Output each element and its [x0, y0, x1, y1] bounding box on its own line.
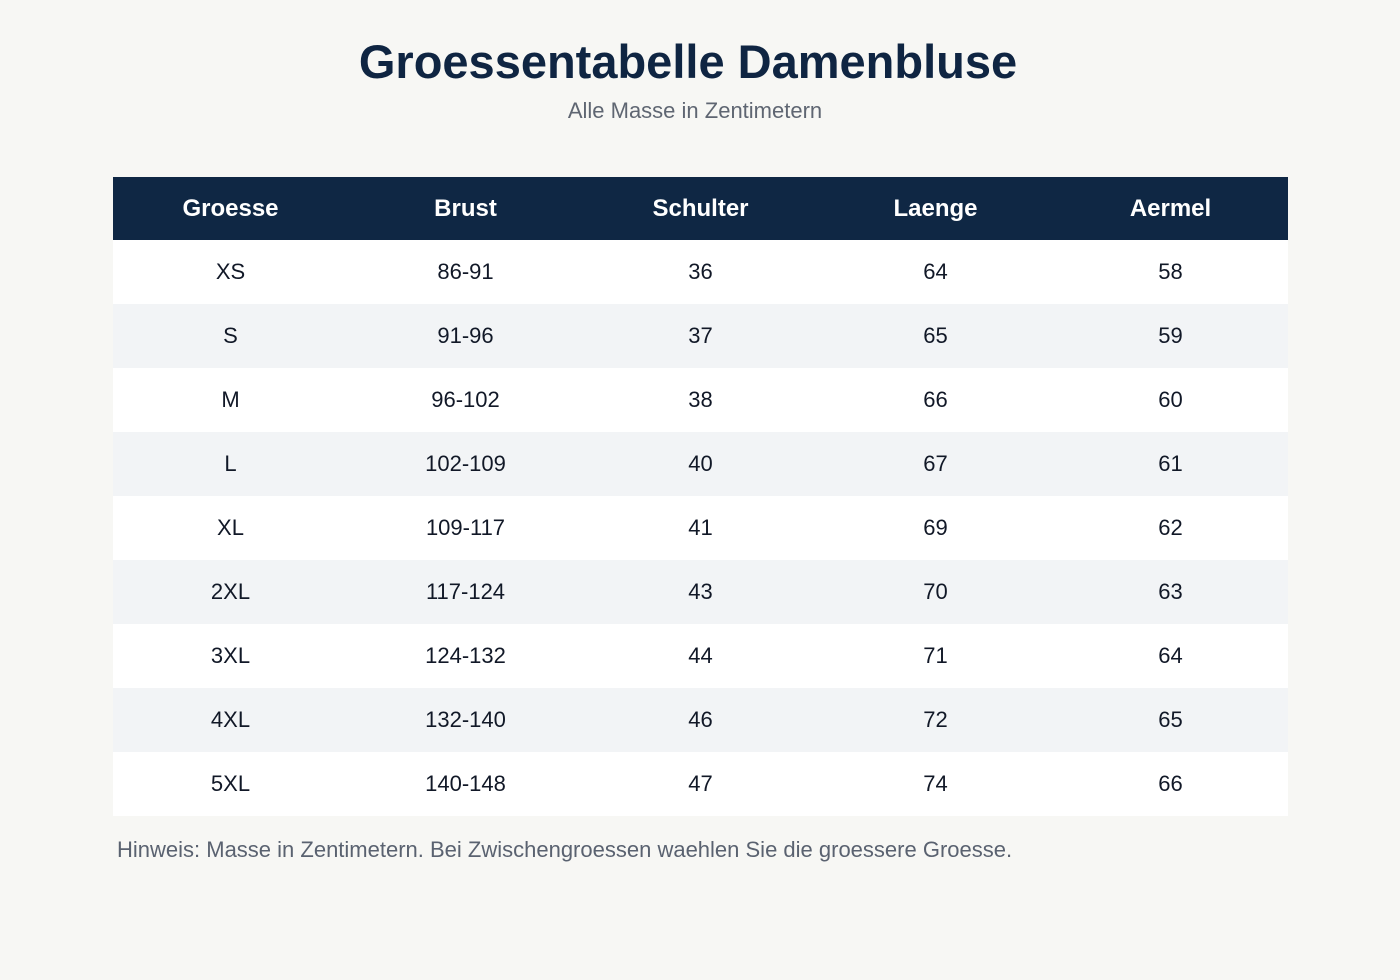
column-header-laenge: Laenge — [818, 177, 1053, 240]
table-cell-schulter: 40 — [583, 432, 818, 496]
table-cell-aermel: 60 — [1053, 368, 1288, 432]
table-cell-brust: 86-91 — [348, 240, 583, 304]
table-cell-schulter: 37 — [583, 304, 818, 368]
table-cell-size: L — [113, 432, 348, 496]
table-header-row: Groesse Brust Schulter Laenge Aermel — [113, 177, 1288, 240]
table-cell-schulter: 47 — [583, 752, 818, 816]
size-table: Groesse Brust Schulter Laenge Aermel XS … — [113, 177, 1288, 816]
table-cell-brust: 132-140 — [348, 688, 583, 752]
table-cell-aermel: 66 — [1053, 752, 1288, 816]
table-row: 4XL 132-140 46 72 65 — [113, 688, 1288, 752]
table-row: S 91-96 37 65 59 — [113, 304, 1288, 368]
table-cell-laenge: 74 — [818, 752, 1053, 816]
table-cell-schulter: 46 — [583, 688, 818, 752]
table-cell-size: M — [113, 368, 348, 432]
table-cell-aermel: 63 — [1053, 560, 1288, 624]
table-cell-size: S — [113, 304, 348, 368]
table-cell-laenge: 66 — [818, 368, 1053, 432]
table-row: 2XL 117-124 43 70 63 — [113, 560, 1288, 624]
table-cell-schulter: 44 — [583, 624, 818, 688]
column-header-groesse: Groesse — [113, 177, 348, 240]
column-header-schulter: Schulter — [583, 177, 818, 240]
table-cell-laenge: 72 — [818, 688, 1053, 752]
table-cell-size: 2XL — [113, 560, 348, 624]
table-row: XL 109-117 41 69 62 — [113, 496, 1288, 560]
table-row: 3XL 124-132 44 71 64 — [113, 624, 1288, 688]
table-cell-size: 3XL — [113, 624, 348, 688]
table-cell-laenge: 69 — [818, 496, 1053, 560]
table-cell-size: 4XL — [113, 688, 348, 752]
column-header-brust: Brust — [348, 177, 583, 240]
table-row: M 96-102 38 66 60 — [113, 368, 1288, 432]
table-cell-aermel: 58 — [1053, 240, 1288, 304]
table-cell-aermel: 59 — [1053, 304, 1288, 368]
table-cell-aermel: 65 — [1053, 688, 1288, 752]
table-cell-brust: 96-102 — [348, 368, 583, 432]
table-cell-brust: 102-109 — [348, 432, 583, 496]
table-cell-aermel: 62 — [1053, 496, 1288, 560]
footnote: Hinweis: Masse in Zentimetern. Bei Zwisc… — [117, 837, 1013, 862]
table-cell-laenge: 67 — [818, 432, 1053, 496]
table-cell-brust: 124-132 — [348, 624, 583, 688]
table-cell-schulter: 36 — [583, 240, 818, 304]
column-header-aermel: Aermel — [1053, 177, 1288, 240]
chart-subtitle: Alle Masse in Zentimetern — [567, 98, 823, 123]
table-cell-schulter: 41 — [583, 496, 818, 560]
table-cell-brust: 117-124 — [348, 560, 583, 624]
table-cell-size: XS — [113, 240, 348, 304]
table-cell-brust: 109-117 — [348, 496, 583, 560]
table-cell-size: 5XL — [113, 752, 348, 816]
table-cell-aermel: 61 — [1053, 432, 1288, 496]
table-row: L 102-109 40 67 61 — [113, 432, 1288, 496]
table-row: XS 86-91 36 64 58 — [113, 240, 1288, 304]
table-cell-laenge: 70 — [818, 560, 1053, 624]
table-row: 5XL 140-148 47 74 66 — [113, 752, 1288, 816]
table-cell-laenge: 64 — [818, 240, 1053, 304]
table-cell-laenge: 71 — [818, 624, 1053, 688]
chart-title: Groessentabelle Damenbluse — [358, 35, 1018, 88]
table-cell-aermel: 64 — [1053, 624, 1288, 688]
table-cell-size: XL — [113, 496, 348, 560]
table-cell-schulter: 38 — [583, 368, 818, 432]
table-cell-brust: 140-148 — [348, 752, 583, 816]
table-cell-brust: 91-96 — [348, 304, 583, 368]
table-cell-schulter: 43 — [583, 560, 818, 624]
table-cell-laenge: 65 — [818, 304, 1053, 368]
